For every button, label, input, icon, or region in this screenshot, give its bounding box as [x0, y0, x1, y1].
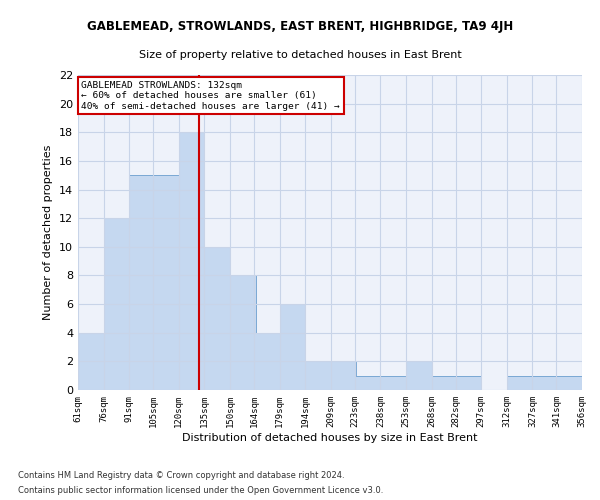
- Bar: [556, 376, 582, 390]
- Y-axis label: Number of detached properties: Number of detached properties: [43, 145, 53, 320]
- Bar: [355, 376, 380, 390]
- Bar: [305, 362, 331, 390]
- Text: GABLEMEAD, STROWLANDS, EAST BRENT, HIGHBRIDGE, TA9 4JH: GABLEMEAD, STROWLANDS, EAST BRENT, HIGHB…: [87, 20, 513, 33]
- Bar: [280, 304, 305, 390]
- Text: Contains HM Land Registry data © Crown copyright and database right 2024.: Contains HM Land Registry data © Crown c…: [18, 471, 344, 480]
- Bar: [532, 376, 558, 390]
- Text: GABLEMEAD STROWLANDS: 132sqm
← 60% of detached houses are smaller (61)
40% of se: GABLEMEAD STROWLANDS: 132sqm ← 60% of de…: [82, 80, 340, 110]
- Bar: [431, 376, 457, 390]
- Bar: [205, 247, 230, 390]
- Bar: [230, 276, 256, 390]
- Bar: [331, 362, 356, 390]
- X-axis label: Distribution of detached houses by size in East Brent: Distribution of detached houses by size …: [182, 432, 478, 442]
- Bar: [507, 376, 532, 390]
- Bar: [78, 332, 104, 390]
- Bar: [129, 175, 155, 390]
- Bar: [179, 132, 205, 390]
- Text: Contains public sector information licensed under the Open Government Licence v3: Contains public sector information licen…: [18, 486, 383, 495]
- Bar: [153, 175, 179, 390]
- Bar: [406, 362, 431, 390]
- Bar: [104, 218, 129, 390]
- Bar: [455, 376, 481, 390]
- Text: Size of property relative to detached houses in East Brent: Size of property relative to detached ho…: [139, 50, 461, 60]
- Bar: [254, 332, 280, 390]
- Bar: [380, 376, 406, 390]
